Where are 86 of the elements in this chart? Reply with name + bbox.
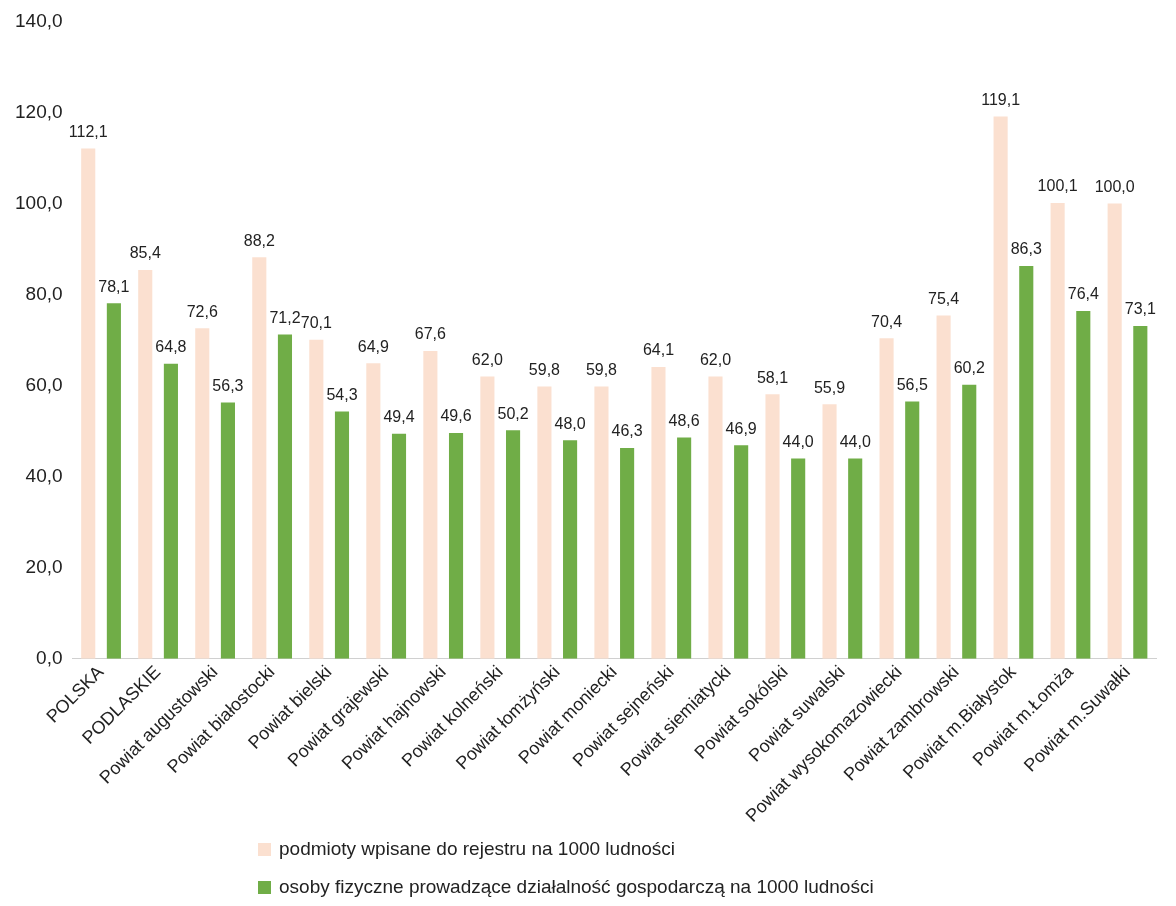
data-label: 67,6: [414, 325, 447, 343]
data-label: 54,3: [326, 385, 358, 403]
data-label: 86,3: [1010, 240, 1042, 258]
bar: [448, 432, 464, 659]
data-label: 46,9: [725, 419, 757, 437]
bar: [138, 269, 153, 659]
bar: [423, 351, 438, 659]
y-tick-label: 20,0: [25, 555, 63, 577]
data-label: 48,0: [554, 414, 586, 432]
data-label: 88,2: [243, 231, 275, 249]
data-label: 75,4: [928, 289, 960, 307]
bar: [962, 384, 977, 659]
bar: [391, 433, 407, 659]
bar: [252, 257, 267, 659]
y-tick-label: 100,0: [15, 191, 63, 213]
data-label: 49,6: [440, 407, 472, 425]
bar: [334, 411, 350, 659]
data-label: 64,8: [155, 338, 187, 356]
data-label: 60,2: [953, 359, 985, 377]
data-label: 59,8: [528, 360, 561, 378]
data-label: 44,0: [839, 432, 871, 450]
data-label: 49,4: [383, 408, 415, 426]
bar: [220, 402, 235, 659]
bar: [879, 338, 894, 659]
data-label: 71,2: [269, 309, 301, 327]
data-label: 55,9: [813, 378, 846, 396]
data-label: 50,2: [497, 404, 529, 422]
data-label: 58,1: [756, 368, 789, 386]
bar: [1133, 325, 1148, 659]
bar: [506, 430, 521, 659]
bar: [734, 445, 749, 659]
bar: [993, 116, 1008, 659]
bar: [765, 394, 780, 659]
data-label: 72,6: [186, 302, 218, 320]
bar: [163, 363, 178, 659]
bar: [81, 148, 96, 659]
bar: [791, 458, 806, 659]
data-label: 78,1: [98, 277, 130, 295]
bar: [1019, 265, 1034, 659]
data-label: 100,0: [1094, 177, 1135, 195]
bar: [936, 315, 951, 659]
bar: [1050, 203, 1065, 659]
y-tick-label: 0,0: [36, 647, 63, 668]
y-tick-label: 140,0: [15, 9, 63, 31]
bar: [277, 334, 293, 659]
bar: [677, 437, 692, 659]
bar: [366, 363, 381, 659]
data-label: 73,1: [1124, 300, 1156, 318]
bar: [563, 440, 578, 659]
bar: [620, 447, 635, 659]
data-label: 48,6: [668, 411, 700, 429]
bar: [708, 376, 723, 659]
data-label: 46,3: [611, 422, 643, 440]
data-label: 44,0: [782, 432, 814, 450]
bar: [309, 339, 324, 659]
data-label: 64,9: [357, 337, 390, 355]
bar: [1076, 310, 1091, 659]
data-label: 56,3: [212, 376, 244, 394]
data-label: 85,4: [129, 244, 161, 262]
data-label: 62,0: [471, 350, 504, 368]
data-label: 59,8: [585, 360, 618, 378]
bar: [594, 386, 609, 659]
bar: [905, 401, 920, 659]
bar: [537, 386, 552, 659]
bar: [1107, 203, 1122, 659]
y-tick-label: 80,0: [25, 282, 63, 304]
y-tick-label: 120,0: [15, 100, 63, 122]
data-label: 64,1: [642, 341, 675, 359]
data-label: 70,4: [870, 312, 903, 330]
y-tick-label: 60,0: [25, 373, 63, 395]
data-label: 62,0: [699, 350, 732, 368]
data-label: 112,1: [68, 122, 108, 140]
data-label: 70,1: [300, 314, 332, 332]
bar: [106, 303, 121, 659]
data-label: 56,5: [896, 375, 928, 393]
bar: [195, 328, 210, 659]
bar: [651, 366, 666, 659]
bar: [480, 376, 495, 659]
data-label: 119,1: [981, 90, 1021, 108]
data-label: 100,1: [1037, 177, 1078, 195]
y-tick-label: 40,0: [25, 464, 63, 486]
legend-label: podmioty wpisane do rejestru na 1000 ludności: [279, 838, 676, 860]
bar: [822, 404, 837, 659]
data-label: 76,4: [1067, 285, 1099, 303]
legend-label: osoby fizyczne prowadzące działalność gospodarczą na 1000 ludności: [279, 876, 874, 898]
bar: [848, 458, 863, 659]
